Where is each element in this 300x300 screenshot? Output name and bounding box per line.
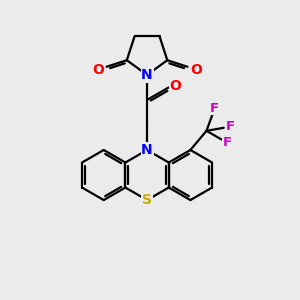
Text: O: O	[92, 62, 104, 76]
Text: N: N	[141, 143, 153, 157]
Text: F: F	[210, 102, 219, 115]
Text: F: F	[223, 136, 232, 149]
Text: N: N	[141, 68, 153, 82]
Text: S: S	[142, 193, 152, 207]
Text: F: F	[226, 120, 235, 133]
Text: O: O	[190, 62, 202, 76]
Text: O: O	[169, 79, 181, 93]
